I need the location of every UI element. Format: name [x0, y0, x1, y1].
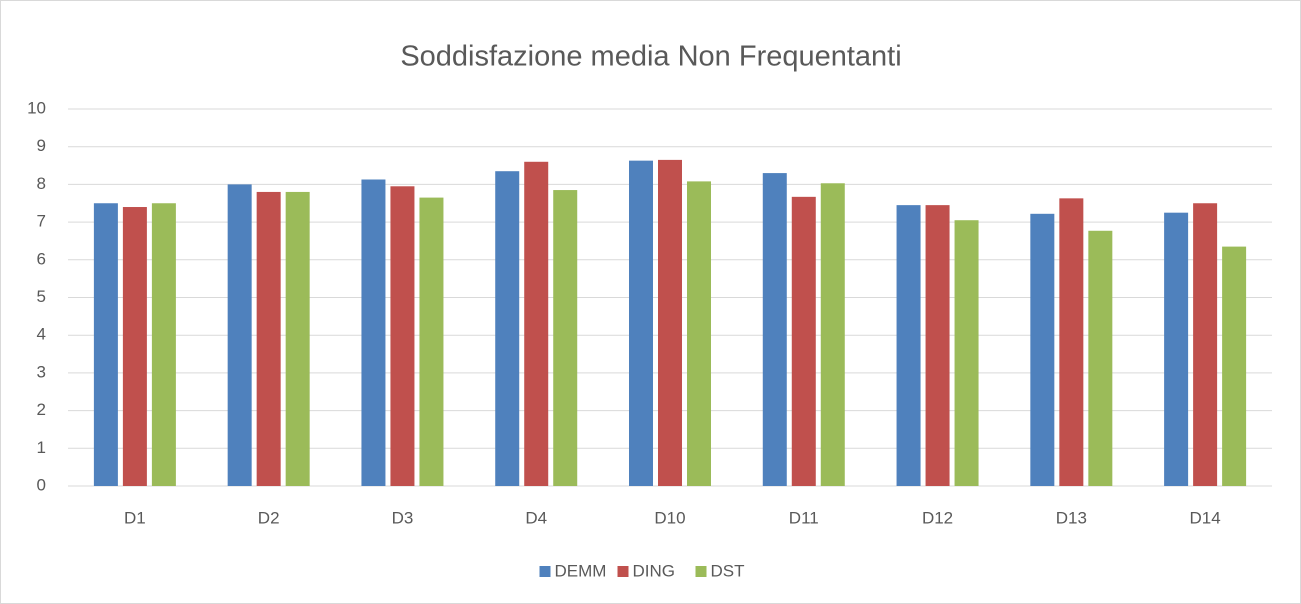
bar: [820, 183, 845, 487]
bar: [122, 207, 147, 486]
y-tick-label: 9: [37, 136, 46, 155]
y-tick-label: 0: [37, 475, 46, 494]
x-tick-label: D12: [922, 508, 953, 527]
x-tick-label: D2: [258, 508, 280, 527]
y-tick-label: 5: [37, 287, 46, 306]
legend-swatch: [539, 566, 551, 577]
x-tick-label: D4: [525, 508, 547, 527]
bar: [1164, 212, 1189, 487]
bar: [925, 205, 950, 486]
chart-title: Soddisfazione media Non Frequentanti: [400, 41, 901, 73]
bar: [553, 190, 578, 486]
legend-swatch: [695, 566, 707, 577]
bar: [390, 186, 415, 486]
bar: [762, 173, 787, 486]
x-tick-label: D11: [789, 508, 819, 527]
bar: [658, 159, 682, 486]
y-tick-label: 1: [37, 438, 46, 457]
bar: [227, 184, 252, 486]
legend-swatch: [617, 566, 629, 577]
y-tick-label: 6: [37, 249, 46, 268]
bar: [687, 181, 711, 486]
x-tick-label: D3: [392, 508, 414, 527]
bar: [1088, 230, 1113, 486]
bar: [285, 191, 310, 486]
bar: [954, 220, 979, 486]
bar: [896, 205, 921, 486]
legend-label: DST: [711, 561, 745, 580]
y-tick-label: 8: [37, 174, 46, 193]
bar: [93, 203, 118, 486]
bar: [524, 161, 549, 486]
x-tick-label: D14: [1190, 508, 1221, 527]
y-tick-label: 3: [37, 362, 46, 381]
bar: [361, 179, 386, 486]
legend-label: DING: [633, 561, 676, 580]
x-tick-label: D1: [124, 508, 146, 527]
bar: [151, 203, 176, 486]
bar: [256, 191, 281, 486]
bar: [791, 196, 816, 486]
bar: [1193, 203, 1218, 486]
bar: [1059, 198, 1084, 486]
y-tick-label: 10: [27, 98, 46, 117]
x-tick-label: D13: [1056, 508, 1087, 527]
bar: [1222, 246, 1247, 486]
bar: [495, 171, 520, 486]
bar: [629, 160, 653, 487]
y-tick-label: 2: [37, 400, 46, 419]
bar: [419, 197, 444, 486]
x-tick-label: D10: [654, 508, 685, 527]
legend-label: DEMM: [555, 561, 607, 580]
y-tick-label: 4: [37, 325, 46, 344]
y-tick-label: 7: [37, 212, 46, 231]
bar: [1030, 213, 1055, 486]
